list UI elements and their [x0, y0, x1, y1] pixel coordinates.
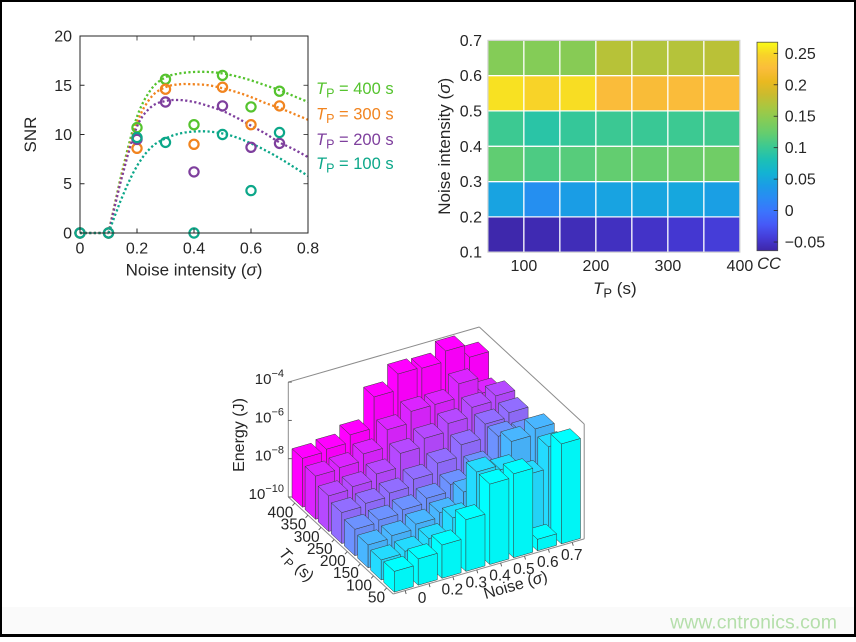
- svg-text:5: 5: [63, 176, 72, 193]
- svg-text:0.7: 0.7: [460, 33, 482, 50]
- svg-text:0.05: 0.05: [785, 172, 816, 189]
- svg-text:0: 0: [76, 241, 85, 258]
- svg-text:0.2: 0.2: [126, 241, 148, 258]
- svg-text:0.6: 0.6: [460, 68, 482, 85]
- svg-text:300: 300: [655, 258, 682, 275]
- svg-text:0.15: 0.15: [785, 109, 816, 126]
- svg-text:0: 0: [785, 203, 794, 220]
- svg-text:0: 0: [418, 590, 427, 607]
- svg-text:Energy (J): Energy (J): [231, 398, 248, 472]
- svg-text:0.1: 0.1: [785, 140, 807, 157]
- svg-text:0.5: 0.5: [460, 103, 482, 120]
- svg-text:0.2: 0.2: [460, 209, 482, 226]
- svg-text:0.7: 0.7: [561, 547, 583, 564]
- svg-text:TP = 100 s: TP = 100 s: [316, 155, 394, 176]
- svg-text:0.5: 0.5: [513, 561, 535, 578]
- svg-text:150: 150: [333, 565, 359, 582]
- svg-text:CC: CC: [757, 255, 781, 273]
- svg-text:0.1: 0.1: [460, 245, 482, 262]
- svg-text:200: 200: [320, 553, 346, 570]
- svg-text:0.3: 0.3: [460, 174, 482, 191]
- svg-text:TP = 200 s: TP = 200 s: [316, 131, 394, 152]
- svg-text:0.6: 0.6: [240, 241, 262, 258]
- svg-text:0.4: 0.4: [489, 568, 511, 585]
- svg-text:TP (s): TP (s): [274, 545, 317, 587]
- svg-text:0.2: 0.2: [442, 582, 464, 599]
- svg-text:0.3: 0.3: [465, 575, 487, 592]
- svg-text:200: 200: [583, 258, 610, 275]
- svg-text:50: 50: [368, 589, 386, 606]
- svg-text:0.4: 0.4: [460, 139, 482, 156]
- svg-text:0.6: 0.6: [537, 554, 559, 571]
- svg-text:−0.05: −0.05: [785, 235, 826, 252]
- svg-text:350: 350: [281, 517, 307, 534]
- svg-text:0.2: 0.2: [785, 77, 807, 94]
- svg-text:100: 100: [511, 258, 538, 275]
- svg-text:0.8: 0.8: [297, 241, 319, 258]
- svg-text:TP = 400 s: TP = 400 s: [316, 80, 394, 101]
- svg-text:100: 100: [346, 577, 372, 594]
- svg-text:400: 400: [727, 258, 754, 275]
- svg-text:0.4: 0.4: [183, 241, 205, 258]
- svg-text:0.25: 0.25: [785, 46, 816, 63]
- svg-text:15: 15: [54, 78, 72, 95]
- svg-text:Noise intensity (σ): Noise intensity (σ): [435, 78, 454, 215]
- svg-text:20: 20: [54, 29, 72, 46]
- svg-text:SNR: SNR: [21, 117, 40, 153]
- svg-text:www.cntronics.com: www.cntronics.com: [669, 612, 837, 634]
- svg-text:TP (s): TP (s): [593, 279, 637, 301]
- svg-text:400: 400: [268, 505, 294, 522]
- svg-text:Noise intensity (σ): Noise intensity (σ): [126, 261, 263, 280]
- svg-text:TP = 300 s: TP = 300 s: [316, 106, 394, 127]
- svg-text:10: 10: [54, 127, 72, 144]
- svg-text:250: 250: [307, 541, 333, 558]
- svg-text:0: 0: [63, 226, 72, 243]
- svg-text:300: 300: [294, 529, 320, 546]
